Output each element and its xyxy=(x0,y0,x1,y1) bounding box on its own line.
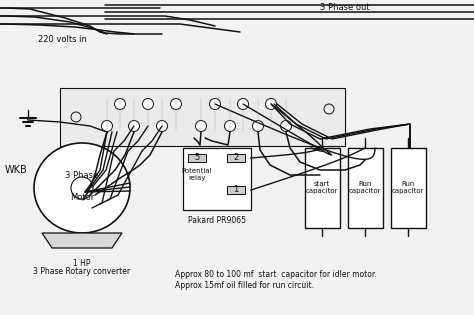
Text: WKB: WKB xyxy=(5,165,28,175)
Bar xyxy=(227,154,245,162)
Bar xyxy=(60,88,345,146)
Circle shape xyxy=(210,99,220,110)
Text: Run
capacitor: Run capacitor xyxy=(392,181,424,194)
Circle shape xyxy=(71,112,81,122)
Bar xyxy=(305,148,340,228)
Circle shape xyxy=(324,104,334,114)
Text: Run
capacitor: Run capacitor xyxy=(349,181,381,194)
Text: 5: 5 xyxy=(194,153,200,162)
Bar xyxy=(188,154,206,162)
Text: Pakard PR9065: Pakard PR9065 xyxy=(188,216,246,225)
Bar xyxy=(391,148,426,228)
Text: 1: 1 xyxy=(233,185,238,194)
Text: 3 Phase: 3 Phase xyxy=(65,171,99,180)
Text: 3 Phase out: 3 Phase out xyxy=(320,3,370,12)
Circle shape xyxy=(101,121,112,131)
Text: 220 volts in: 220 volts in xyxy=(38,35,87,44)
Circle shape xyxy=(156,121,167,131)
Text: Approx 80 to 100 mf  start  capacitor for idler motor.: Approx 80 to 100 mf start capacitor for … xyxy=(175,270,377,279)
Circle shape xyxy=(71,177,93,199)
Text: Approx 15mf oil filled for run circuit.: Approx 15mf oil filled for run circuit. xyxy=(175,281,314,290)
Text: 1 HP: 1 HP xyxy=(73,259,91,268)
Bar xyxy=(227,186,245,194)
Bar xyxy=(183,148,251,210)
Circle shape xyxy=(237,99,248,110)
Circle shape xyxy=(225,121,236,131)
Polygon shape xyxy=(42,233,122,248)
Circle shape xyxy=(281,121,292,131)
Circle shape xyxy=(195,121,207,131)
Circle shape xyxy=(253,121,264,131)
Circle shape xyxy=(128,121,139,131)
Text: 3 Phase Rotary converter: 3 Phase Rotary converter xyxy=(34,267,130,276)
Text: start
capacitor: start capacitor xyxy=(306,181,338,194)
Circle shape xyxy=(143,99,154,110)
Circle shape xyxy=(265,99,276,110)
Text: Potential
relay: Potential relay xyxy=(182,168,212,181)
Text: Motor: Motor xyxy=(70,193,94,203)
Ellipse shape xyxy=(34,143,130,233)
Text: 2: 2 xyxy=(233,153,238,162)
Circle shape xyxy=(171,99,182,110)
Circle shape xyxy=(115,99,126,110)
Bar xyxy=(348,148,383,228)
